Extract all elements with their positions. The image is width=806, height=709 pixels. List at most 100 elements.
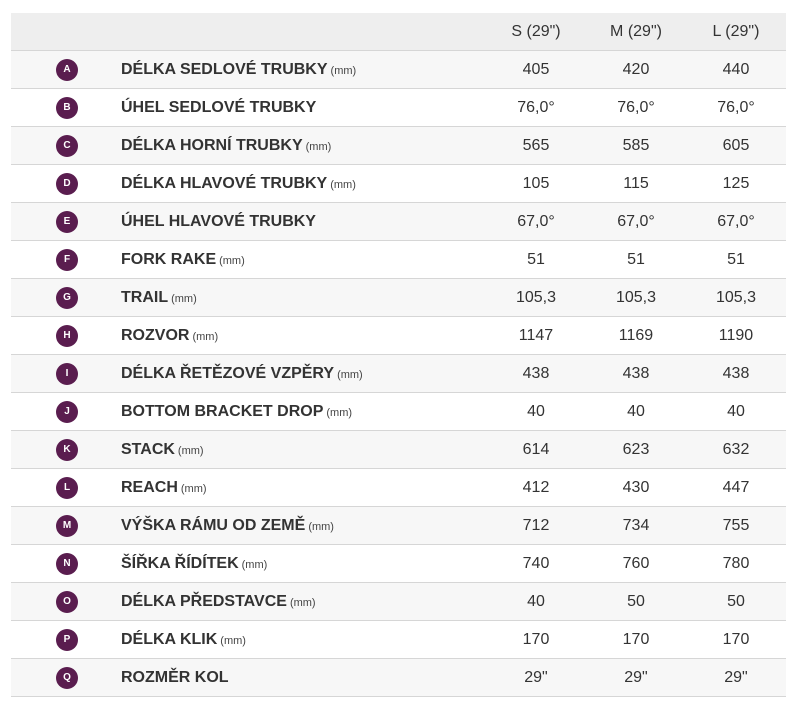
measurement-name: REACH: [121, 478, 178, 496]
measurement-unit: (mm): [220, 634, 246, 647]
measurement-unit: (mm): [177, 444, 204, 457]
row-letter-badge: J: [56, 400, 78, 423]
badge-cell: E: [11, 202, 121, 241]
measurement-label-cell: DÉLKA PŘEDSTAVCE (mm): [121, 582, 486, 621]
measurement-name: DÉLKA PŘEDSTAVCE: [121, 592, 287, 610]
value-size-s: 405: [486, 50, 586, 89]
value-size-s: 51: [486, 240, 586, 279]
value-size-s: 40: [486, 582, 586, 621]
table-body: A DÉLKA SEDLOVÉ TRUBKY (mm) 405 420 440 B ÚHEL …: [11, 50, 786, 697]
geometry-table: S (29") M (29") L (29") A DÉLKA SEDLOVÉ T…: [11, 13, 786, 697]
table-row: J BOTTOM BRACKET DROP (mm) 40 40 40: [11, 392, 786, 431]
value-size-l: 170: [686, 620, 786, 659]
row-letter-badge: I: [56, 362, 78, 385]
value-size-l: 440: [686, 50, 786, 89]
measurement-unit: (mm): [171, 292, 197, 305]
measurement-unit: (mm): [337, 368, 363, 381]
value-size-l: 447: [686, 468, 786, 507]
measurement-label-cell: DÉLKA KLIK (mm): [121, 620, 486, 659]
value-size-m: 115: [586, 164, 686, 203]
value-size-l: 40: [686, 392, 786, 431]
header-label-cell: [121, 13, 486, 51]
row-letter-badge: E: [56, 210, 78, 233]
table-row: N ŠÍŘKA ŘÍDÍTEK (mm) 740 760 780: [11, 544, 786, 583]
value-size-m: 760: [586, 544, 686, 583]
value-size-l: 605: [686, 126, 786, 165]
badge-cell: M: [11, 506, 121, 545]
row-letter-badge: M: [56, 514, 78, 537]
row-letter-badge: H: [56, 324, 78, 347]
row-letter-badge: L: [56, 476, 78, 499]
measurement-label-cell: DÉLKA HLAVOVÉ TRUBKY (mm): [121, 164, 486, 203]
table-row: G TRAIL (mm) 105,3 105,3 105,3: [11, 278, 786, 317]
measurement-name: VÝŠKA RÁMU OD ZEMĚ: [121, 516, 306, 534]
value-size-l: 67,0°: [686, 202, 786, 241]
table-header-row: S (29") M (29") L (29"): [11, 13, 786, 51]
row-letter-badge: F: [56, 248, 78, 271]
value-size-l: 29": [686, 658, 786, 697]
badge-cell: B: [11, 88, 121, 127]
measurement-name: STACK: [121, 440, 175, 458]
table-row: A DÉLKA SEDLOVÉ TRUBKY (mm) 405 420 440: [11, 50, 786, 89]
table-row: K STACK (mm) 614 623 632: [11, 430, 786, 469]
badge-cell: G: [11, 278, 121, 317]
header-size-l: L (29"): [686, 13, 786, 51]
badge-cell: D: [11, 164, 121, 203]
row-letter-badge: D: [56, 172, 78, 195]
table-row: E ÚHEL HLAVOVÉ TRUBKY 67,0° 67,0° 67,0°: [11, 202, 786, 241]
row-letter-badge: Q: [56, 666, 78, 689]
value-size-l: 632: [686, 430, 786, 469]
value-size-l: 1190: [686, 316, 786, 355]
measurement-label-cell: ŠÍŘKA ŘÍDÍTEK (mm): [121, 544, 486, 583]
measurement-label-cell: TRAIL (mm): [121, 278, 486, 317]
value-size-s: 67,0°: [486, 202, 586, 241]
table-row: B ÚHEL SEDLOVÉ TRUBKY 76,0° 76,0° 76,0°: [11, 88, 786, 127]
value-size-s: 105: [486, 164, 586, 203]
value-size-s: 105,3: [486, 278, 586, 317]
measurement-name: ŠÍŘKA ŘÍDÍTEK: [121, 554, 239, 572]
value-size-s: 1147: [486, 316, 586, 355]
measurement-unit: (mm): [308, 520, 334, 533]
value-size-m: 734: [586, 506, 686, 545]
value-size-m: 623: [586, 430, 686, 469]
value-size-m: 29": [586, 658, 686, 697]
table-row: F FORK RAKE (mm) 51 51 51: [11, 240, 786, 279]
row-letter-badge: P: [56, 628, 78, 651]
measurement-label-cell: DÉLKA SEDLOVÉ TRUBKY (mm): [121, 50, 486, 89]
measurement-name: ÚHEL SEDLOVÉ TRUBKY: [121, 98, 317, 116]
row-letter-badge: N: [56, 552, 78, 575]
measurement-name: ROZVOR: [121, 326, 190, 344]
value-size-s: 40: [486, 392, 586, 431]
value-size-s: 712: [486, 506, 586, 545]
value-size-l: 438: [686, 354, 786, 393]
table-row: H ROZVOR (mm) 1147 1169 1190: [11, 316, 786, 355]
badge-cell: P: [11, 620, 121, 659]
measurement-name: FORK RAKE: [121, 250, 217, 268]
measurement-name: ROZMĚR KOL: [121, 668, 229, 686]
value-size-s: 412: [486, 468, 586, 507]
value-size-m: 430: [586, 468, 686, 507]
value-size-m: 420: [586, 50, 686, 89]
row-letter-badge: O: [56, 590, 78, 613]
measurement-label-cell: ÚHEL HLAVOVÉ TRUBKY: [121, 202, 486, 241]
table-row: O DÉLKA PŘEDSTAVCE (mm) 40 50 50: [11, 582, 786, 621]
value-size-l: 51: [686, 240, 786, 279]
measurement-label-cell: FORK RAKE (mm): [121, 240, 486, 279]
value-size-s: 740: [486, 544, 586, 583]
value-size-m: 170: [586, 620, 686, 659]
badge-cell: C: [11, 126, 121, 165]
badge-cell: H: [11, 316, 121, 355]
measurement-unit: (mm): [305, 140, 332, 153]
value-size-l: 76,0°: [686, 88, 786, 127]
row-letter-badge: B: [56, 96, 78, 119]
value-size-m: 76,0°: [586, 88, 686, 127]
value-size-s: 76,0°: [486, 88, 586, 127]
measurement-name: DÉLKA ŘETĚZOVÉ VZPĚRY: [121, 364, 335, 382]
badge-cell: J: [11, 392, 121, 431]
measurement-unit: (mm): [330, 178, 356, 191]
table-row: M VÝŠKA RÁMU OD ZEMĚ (mm) 712 734 755: [11, 506, 786, 545]
measurement-unit: (mm): [180, 482, 207, 495]
value-size-m: 40: [586, 392, 686, 431]
value-size-l: 105,3: [686, 278, 786, 317]
row-letter-badge: K: [56, 438, 78, 461]
